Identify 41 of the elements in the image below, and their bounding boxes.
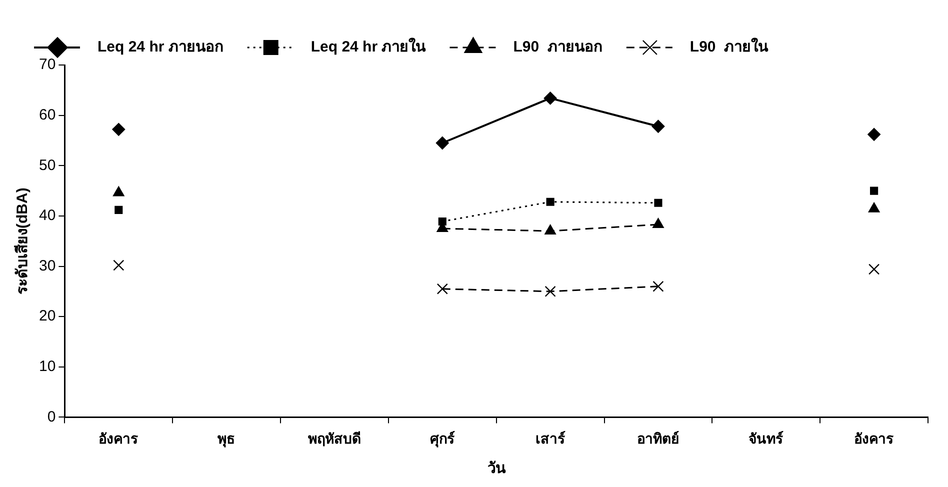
point (868, 264, 880, 275)
point (112, 122, 126, 136)
y-tick-label: 50 (38, 156, 56, 174)
x-tick-label: อังคาร (98, 430, 139, 446)
legend-label: L90 ภายนอก (488, 38, 602, 56)
point (436, 136, 449, 150)
point (652, 280, 664, 292)
x-tick-label: พฤหัสบดี (308, 430, 361, 446)
point (868, 202, 880, 212)
point (544, 286, 556, 297)
x-tick-label: ศุกร์ (430, 430, 455, 448)
point (546, 198, 554, 206)
point (654, 198, 662, 207)
point (652, 120, 665, 133)
y-tick-label: 40 (38, 207, 56, 224)
y-tick-label: 60 (38, 106, 56, 124)
y-tick-label: 0 (47, 408, 56, 426)
y-tick-label: 10 (38, 358, 56, 376)
point (652, 218, 664, 228)
x-tick-label: อังคาร (854, 430, 894, 446)
point (870, 186, 878, 195)
point (113, 260, 124, 271)
y-tick-label: 30 (38, 257, 56, 274)
x-axis-title: วัน (487, 460, 506, 478)
legend-label: Leq 24 hr ภายนอก (72, 38, 224, 56)
point (544, 92, 557, 105)
point (438, 217, 446, 226)
x-tick-label: เสาร์ (535, 430, 566, 446)
y-tick-label: 20 (38, 308, 56, 325)
point (868, 128, 881, 141)
legend-label: L90 ภายใน (664, 38, 770, 56)
point (436, 283, 448, 294)
legend-label: Leq 24 hr ภายใน (286, 38, 427, 56)
x-tick-label: อาทิตย์ (637, 430, 680, 446)
point (544, 224, 556, 235)
y-axis-title: ระดับเสียง(dBA) (14, 188, 32, 295)
point (114, 206, 123, 214)
x-tick-label: พุธ (218, 430, 236, 448)
y-tick-label: 70 (38, 56, 56, 74)
point (112, 186, 124, 196)
x-tick-label: จันทร์ (748, 430, 784, 446)
